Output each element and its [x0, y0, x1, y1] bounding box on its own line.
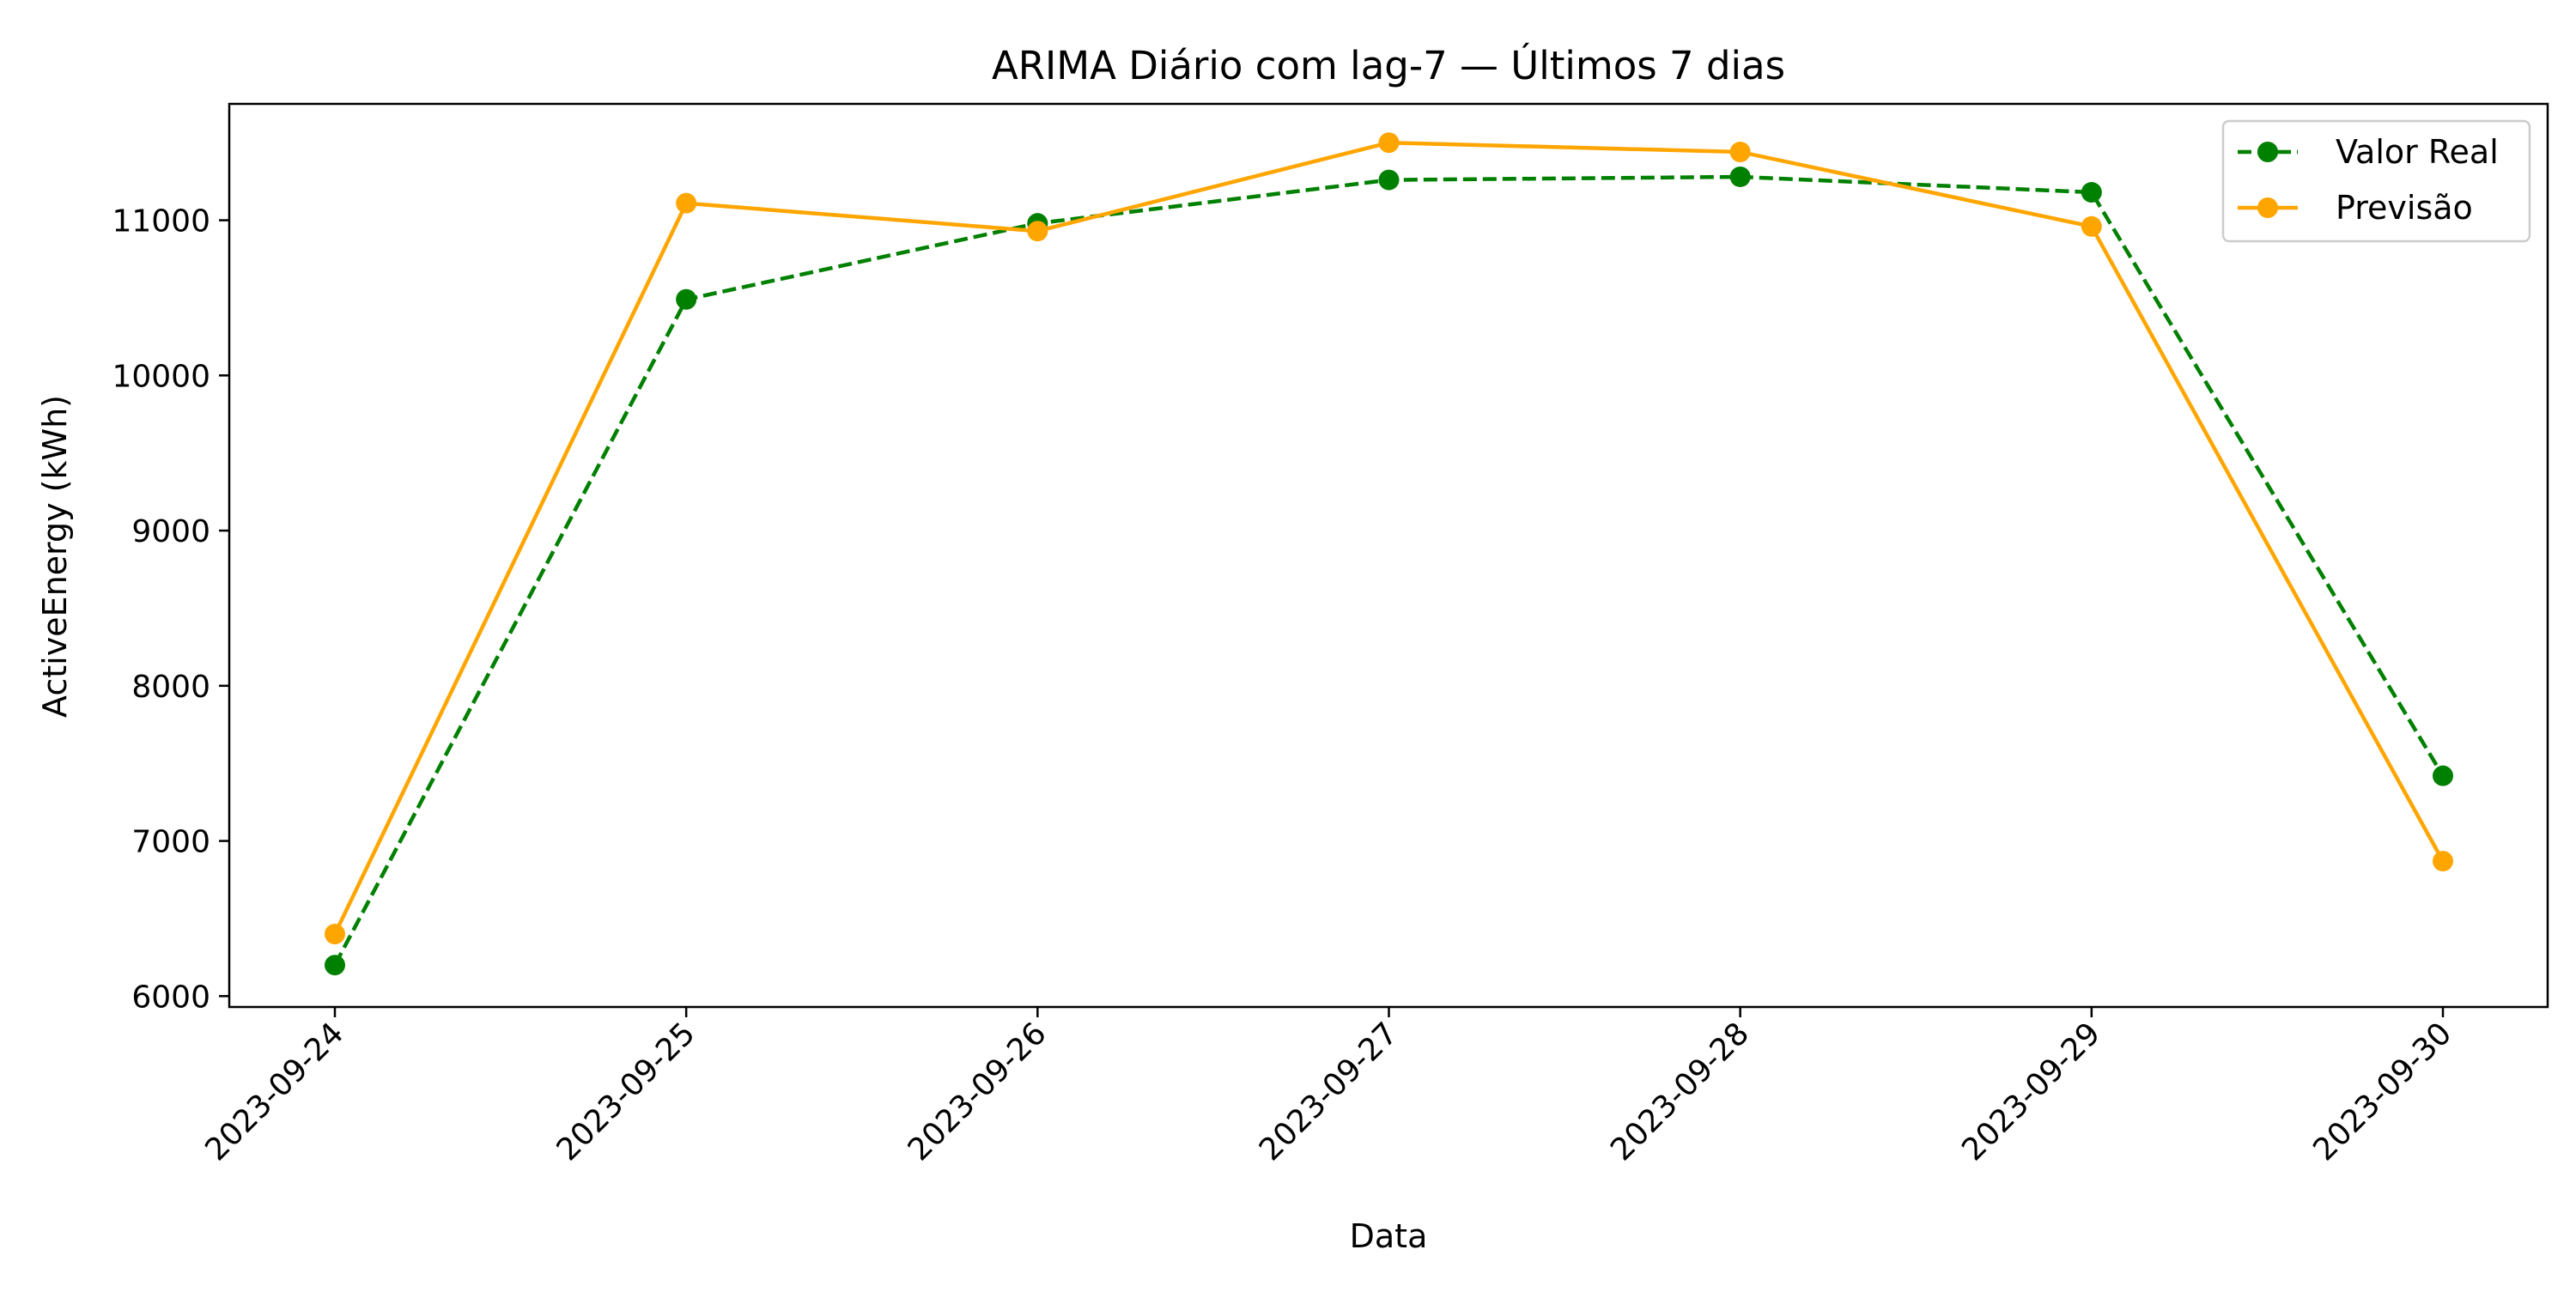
- y-tick-label: 6000: [131, 980, 210, 1015]
- y-axis-label: ActiveEnergy (kWh): [36, 395, 74, 718]
- y-tick-label: 9000: [131, 514, 210, 549]
- legend-label-2: Previsão: [2336, 189, 2473, 227]
- series-2-point: [2081, 215, 2102, 237]
- y-tick-label: 11000: [112, 204, 210, 240]
- chart-title: ARIMA Diário com lag-7 — Últimos 7 dias: [992, 43, 1785, 88]
- legend-marker-2: [2257, 197, 2278, 218]
- series-2-point: [1378, 132, 1400, 154]
- series-2-point: [1027, 221, 1048, 242]
- series-2-point: [676, 192, 697, 214]
- legend-label-1: Valor Real: [2336, 133, 2499, 171]
- y-tick-label: 8000: [131, 670, 210, 705]
- series-2-point: [1729, 142, 1751, 163]
- series-1-point: [2081, 182, 2102, 203]
- series-1-point: [1729, 166, 1751, 187]
- y-tick-label: 7000: [131, 825, 210, 860]
- legend-marker-1: [2257, 142, 2278, 162]
- series-2-point: [325, 924, 345, 945]
- y-tick-label: 10000: [112, 359, 210, 394]
- series-2-point: [2433, 851, 2453, 872]
- legend: Valor Real Previsão: [2221, 119, 2531, 243]
- series-1-point: [1378, 169, 1400, 191]
- legend-frame: [2221, 119, 2531, 243]
- series-1-point: [325, 955, 345, 976]
- series-1-point: [2433, 765, 2453, 786]
- x-axis-label: Data: [1350, 1217, 1428, 1255]
- series-1-point: [676, 288, 697, 310]
